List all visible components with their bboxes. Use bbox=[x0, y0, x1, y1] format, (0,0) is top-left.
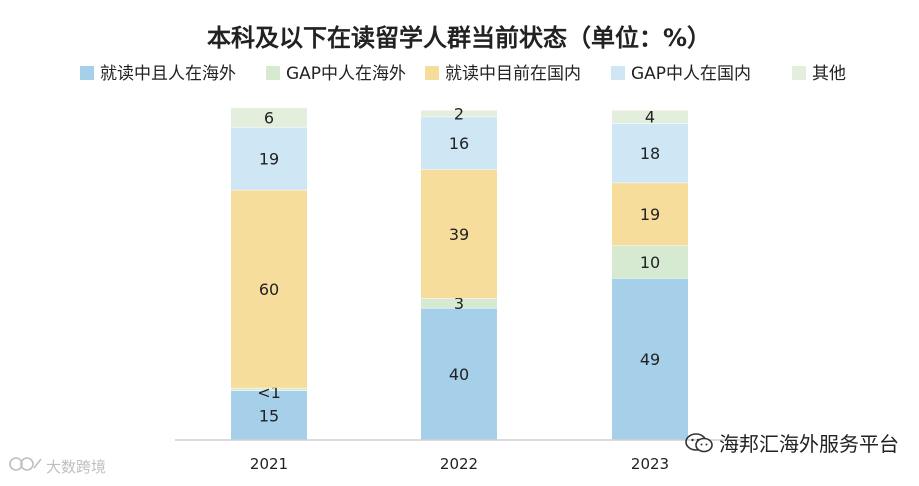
chart-title: 本科及以下在读留学人群当前状态（单位：%） bbox=[207, 24, 711, 52]
x-axis-ticks: 2021 2022 2023 bbox=[250, 455, 669, 473]
bar-segment-2023-2 bbox=[612, 245, 688, 279]
watermark-left: 大数跨境 bbox=[8, 455, 106, 477]
data-label-2023-1: 49 bbox=[640, 350, 660, 369]
data-label-2022-4: 16 bbox=[449, 134, 469, 153]
data-label-2021-1: 15 bbox=[259, 406, 279, 425]
wechat-icon bbox=[685, 432, 713, 454]
data-label-2023-3: 19 bbox=[640, 205, 660, 224]
data-label-2022-3: 39 bbox=[449, 225, 469, 244]
bar-segment-2021-1 bbox=[231, 390, 307, 440]
data-label-2022-2: 3 bbox=[454, 294, 464, 313]
data-label-2022-1: 40 bbox=[449, 365, 469, 384]
x-tick-label-2023: 2023 bbox=[631, 455, 669, 473]
legend: 就读中且人在海外 GAP中人在海外 就读中目前在国内 GAP中人在国内 其他 bbox=[80, 64, 846, 84]
watermark-right-text: 海邦汇海外服务平台 bbox=[719, 432, 899, 456]
data-label-2023-5: 4 bbox=[645, 108, 655, 127]
legend-label-2: GAP中人在海外 bbox=[286, 64, 406, 84]
bar-segment-2021-5 bbox=[231, 107, 307, 128]
legend-swatch-3 bbox=[425, 66, 439, 80]
bar-segment-2022-1 bbox=[421, 308, 497, 440]
bar-segment-2022-2 bbox=[421, 298, 497, 308]
data-label-2021-4: 19 bbox=[259, 150, 279, 169]
data-label-2021-3: 60 bbox=[259, 280, 279, 299]
data-label-2023-2: 10 bbox=[640, 253, 660, 272]
x-tick-label-2022: 2022 bbox=[440, 455, 478, 473]
bar-segment-2023-3 bbox=[612, 182, 688, 246]
legend-label-3: 就读中目前在国内 bbox=[445, 64, 581, 84]
legend-swatch-1 bbox=[80, 66, 94, 80]
x-tick-label-2021: 2021 bbox=[250, 455, 288, 473]
watermark-right: 海邦汇海外服务平台 bbox=[685, 428, 899, 457]
legend-swatch-2 bbox=[266, 66, 280, 80]
data-label-2021-5: 6 bbox=[264, 108, 274, 127]
legend-label-1: 就读中且人在海外 bbox=[100, 64, 236, 84]
data-label-2022-5: 2 bbox=[454, 104, 464, 123]
bar-segment-2021-3 bbox=[231, 189, 307, 388]
brand-logo-icon bbox=[8, 455, 42, 477]
bar-segment-2022-4 bbox=[421, 116, 497, 170]
legend-label-4: GAP中人在国内 bbox=[631, 64, 751, 84]
legend-swatch-5 bbox=[792, 66, 806, 80]
bar-segment-2023-5 bbox=[612, 110, 688, 124]
bar-segment-2022-5 bbox=[421, 110, 497, 117]
bar-segment-2021-2 bbox=[231, 387, 307, 391]
watermark-left-text: 大数跨境 bbox=[46, 457, 107, 476]
bar-segment-2023-1 bbox=[612, 278, 688, 440]
legend-swatch-4 bbox=[611, 66, 625, 80]
bar-segment-2022-3 bbox=[421, 169, 497, 299]
bar-segment-2021-4 bbox=[231, 127, 307, 190]
data-label-2023-4: 18 bbox=[640, 144, 660, 163]
legend-label-5: 其他 bbox=[812, 64, 846, 84]
bar-segment-2023-4 bbox=[612, 123, 688, 183]
